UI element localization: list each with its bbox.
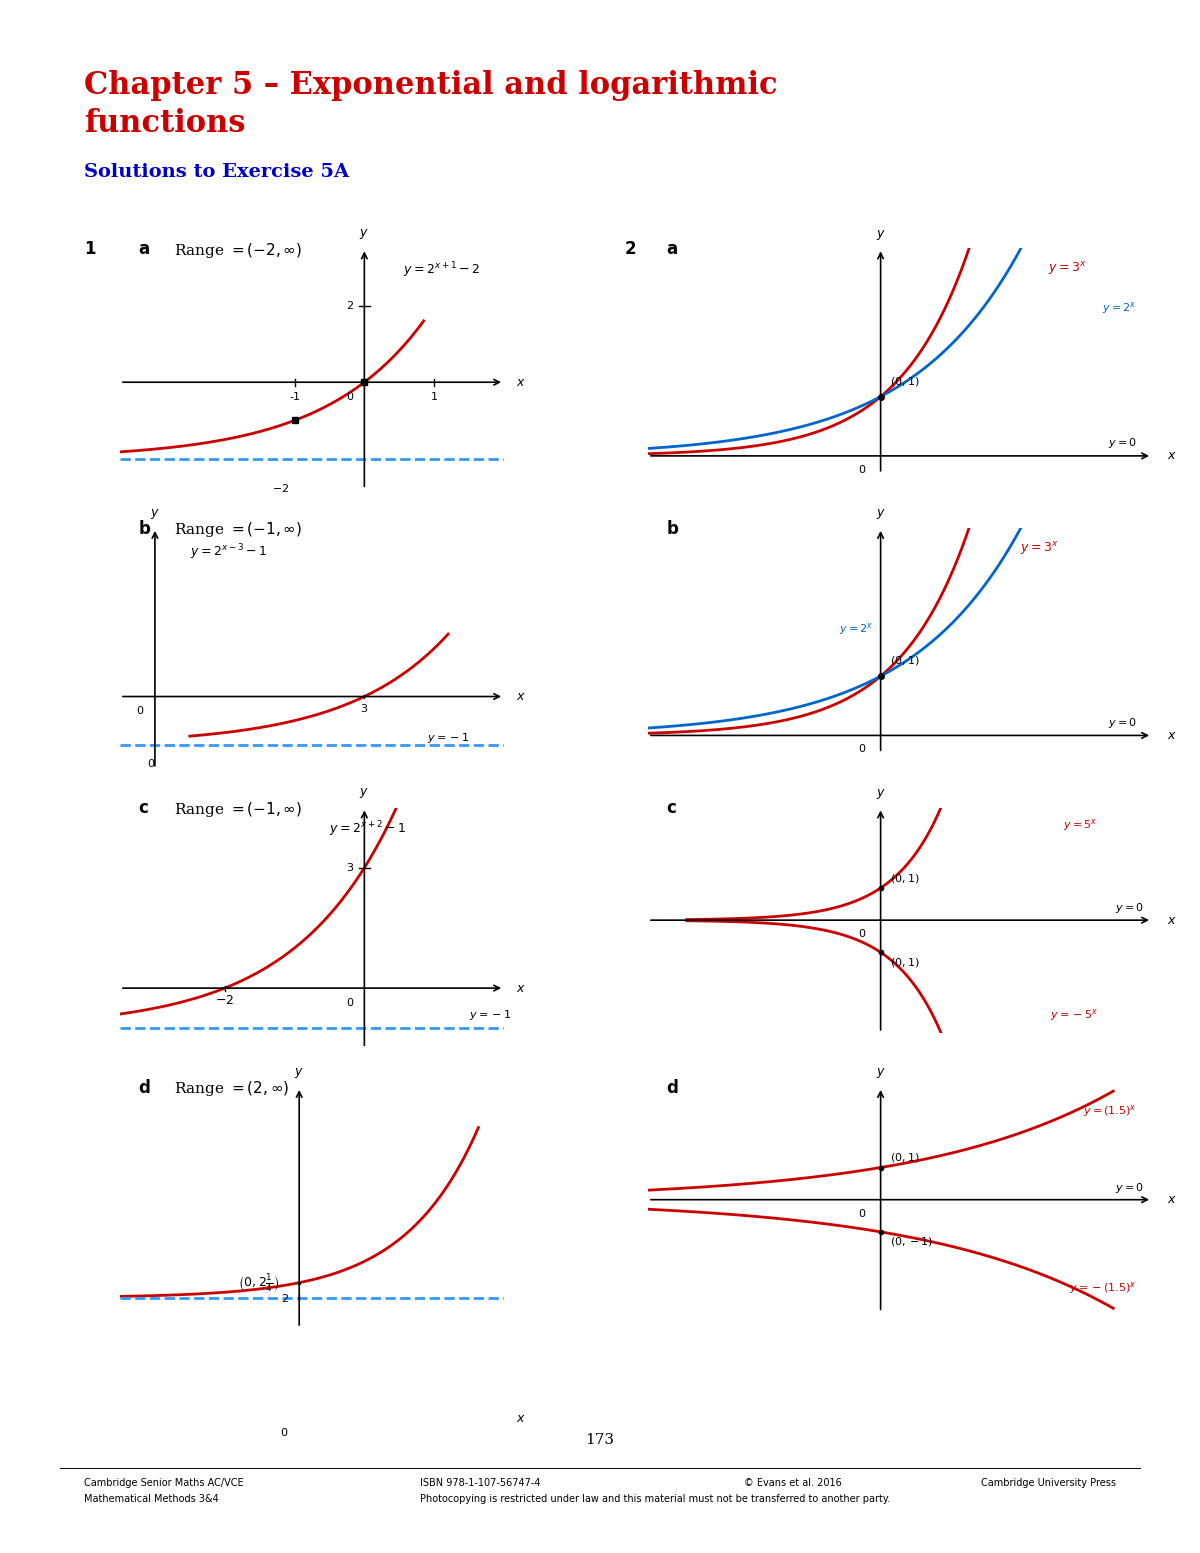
Text: $y$: $y$	[876, 228, 886, 242]
Text: $y = 2^{x+1}-2$: $y = 2^{x+1}-2$	[403, 259, 480, 280]
Text: $(0, 1)$: $(0, 1)$	[890, 871, 919, 885]
Text: $y=-1$: $y=-1$	[427, 730, 469, 745]
Text: $y$: $y$	[150, 506, 160, 520]
Text: $x$: $x$	[516, 376, 526, 388]
Text: 0: 0	[858, 929, 865, 940]
Text: $x$: $x$	[516, 981, 526, 994]
Text: $x$: $x$	[1168, 449, 1177, 463]
Text: $y = (1.5)^x$: $y = (1.5)^x$	[1082, 1103, 1136, 1120]
Text: $(0, 1)$: $(0, 1)$	[890, 374, 919, 388]
Text: $x$: $x$	[1168, 728, 1177, 742]
Text: $y = 3^x$: $y = 3^x$	[1048, 261, 1086, 278]
Text: $y = -5^x$: $y = -5^x$	[1050, 1006, 1098, 1023]
Text: 2: 2	[346, 301, 353, 311]
Text: $\mathbf{a}$: $\mathbf{a}$	[138, 241, 150, 258]
Text: $0$: $0$	[146, 756, 155, 769]
Text: $\mathbf{b}$: $\mathbf{b}$	[666, 520, 679, 539]
Text: Range $= (-2, \infty)$: Range $= (-2, \infty)$	[174, 241, 302, 259]
Text: Chapter 5 – Exponential and logarithmic
functions: Chapter 5 – Exponential and logarithmic …	[84, 70, 778, 140]
Text: $y = -(1.5)^x$: $y = -(1.5)^x$	[1069, 1280, 1136, 1297]
Text: $y = 0$: $y = 0$	[1116, 1180, 1145, 1194]
Text: $y = 2^x$: $y = 2^x$	[839, 621, 872, 637]
Text: $y=-1$: $y=-1$	[469, 1008, 511, 1022]
Text: Range $= (-1, \infty)$: Range $= (-1, \infty)$	[174, 520, 302, 539]
Text: Range $= (-1, \infty)$: Range $= (-1, \infty)$	[174, 800, 302, 818]
Text: $y$: $y$	[876, 787, 886, 801]
Text: $(0, 1)$: $(0, 1)$	[890, 1151, 919, 1165]
Text: $\mathbf{a}$: $\mathbf{a}$	[666, 241, 678, 258]
Text: $x$: $x$	[516, 690, 526, 704]
Text: $3$: $3$	[360, 702, 368, 714]
Text: 0: 0	[858, 1208, 865, 1219]
Text: $y$: $y$	[294, 1065, 304, 1079]
Text: 3: 3	[346, 863, 353, 873]
Text: 0: 0	[858, 464, 865, 475]
Text: 173: 173	[586, 1433, 614, 1447]
Text: $\mathbf{b}$: $\mathbf{b}$	[138, 520, 151, 539]
Text: $\left(0, 2\frac{1}{4}\right)$: $\left(0, 2\frac{1}{4}\right)$	[238, 1272, 278, 1294]
Text: $y = 0$: $y = 0$	[1116, 901, 1145, 915]
Text: $(0, -1)$: $(0, -1)$	[890, 1235, 934, 1249]
Text: 0: 0	[137, 707, 143, 716]
Text: Range $= (2, \infty)$: Range $= (2, \infty)$	[174, 1079, 289, 1098]
Text: $x$: $x$	[516, 1412, 526, 1424]
Text: $x$: $x$	[1168, 1193, 1177, 1207]
Text: $y = 3^x$: $y = 3^x$	[1020, 540, 1058, 558]
Text: $-2$: $-2$	[215, 994, 234, 1006]
Text: $\mathbf{2}$: $\mathbf{2}$	[624, 241, 636, 258]
Text: $\mathbf{1}$: $\mathbf{1}$	[84, 241, 96, 258]
Text: $y$: $y$	[876, 508, 886, 522]
Text: $y$: $y$	[360, 227, 370, 241]
Text: $y$: $y$	[360, 786, 370, 800]
Text: $y = 2^{x+2}-1$: $y = 2^{x+2}-1$	[329, 820, 407, 839]
Text: $\mathbf{d}$: $\mathbf{d}$	[666, 1079, 678, 1098]
Text: $(0, 1)$: $(0, 1)$	[890, 654, 919, 668]
Text: $y = 0$: $y = 0$	[1108, 716, 1136, 730]
Text: $x$: $x$	[1168, 913, 1177, 927]
Text: Cambridge Senior Maths AC/VCE: Cambridge Senior Maths AC/VCE	[84, 1478, 244, 1488]
Text: $y$: $y$	[876, 1067, 886, 1081]
Text: Cambridge University Press: Cambridge University Press	[982, 1478, 1116, 1488]
Text: $2$: $2$	[281, 1292, 289, 1303]
Text: 1: 1	[431, 391, 438, 402]
Text: Solutions to Exercise 5A: Solutions to Exercise 5A	[84, 163, 349, 182]
Text: $y = 0$: $y = 0$	[1108, 436, 1136, 450]
Text: 0: 0	[281, 1427, 288, 1438]
Text: -1: -1	[289, 391, 300, 402]
Text: $y = 2^x$: $y = 2^x$	[1102, 300, 1136, 315]
Text: $-2$: $-2$	[272, 481, 289, 494]
Text: Mathematical Methods 3&4: Mathematical Methods 3&4	[84, 1494, 218, 1503]
Text: $\mathbf{d}$: $\mathbf{d}$	[138, 1079, 150, 1098]
Text: 0: 0	[346, 391, 353, 402]
Text: 0: 0	[858, 744, 865, 755]
Text: 0: 0	[346, 997, 353, 1008]
Text: ISBN 978-1-107-56747-4: ISBN 978-1-107-56747-4	[420, 1478, 540, 1488]
Text: $\mathbf{c}$: $\mathbf{c}$	[666, 800, 677, 817]
Text: $y = 5^x$: $y = 5^x$	[1063, 817, 1098, 834]
Text: © Evans et al. 2016: © Evans et al. 2016	[744, 1478, 841, 1488]
Text: $y = 2^{x-3}-1$: $y = 2^{x-3}-1$	[190, 542, 266, 562]
Text: Photocopying is restricted under law and this material must not be transferred t: Photocopying is restricted under law and…	[420, 1494, 890, 1503]
Text: $(0, 1)$: $(0, 1)$	[890, 955, 919, 969]
Text: $\mathbf{c}$: $\mathbf{c}$	[138, 800, 149, 817]
